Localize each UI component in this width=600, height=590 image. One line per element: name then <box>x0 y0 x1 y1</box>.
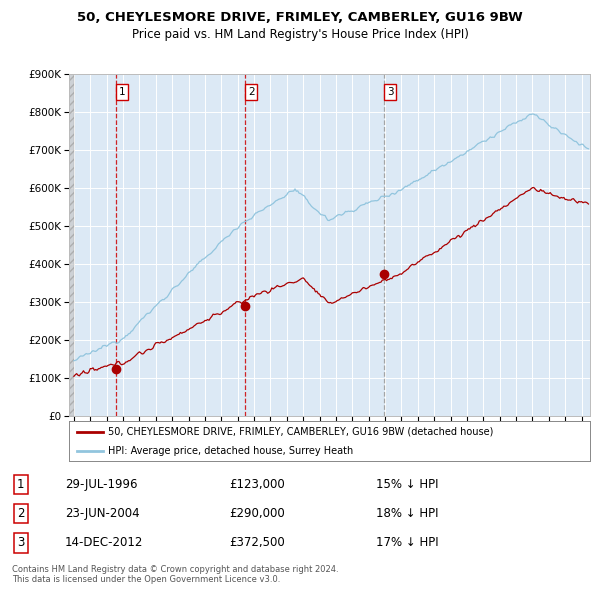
Text: HPI: Average price, detached house, Surrey Heath: HPI: Average price, detached house, Surr… <box>108 446 353 456</box>
Text: 14-DEC-2012: 14-DEC-2012 <box>65 536 143 549</box>
Text: 50, CHEYLESMORE DRIVE, FRIMLEY, CAMBERLEY, GU16 9BW (detached house): 50, CHEYLESMORE DRIVE, FRIMLEY, CAMBERLE… <box>108 427 493 437</box>
Text: 18% ↓ HPI: 18% ↓ HPI <box>376 507 439 520</box>
Text: 3: 3 <box>17 536 25 549</box>
Text: £372,500: £372,500 <box>229 536 285 549</box>
Text: £290,000: £290,000 <box>229 507 285 520</box>
Text: Price paid vs. HM Land Registry's House Price Index (HPI): Price paid vs. HM Land Registry's House … <box>131 28 469 41</box>
Text: 15% ↓ HPI: 15% ↓ HPI <box>376 478 439 491</box>
Text: 1: 1 <box>17 478 25 491</box>
Text: 2: 2 <box>17 507 25 520</box>
Text: 3: 3 <box>387 87 394 97</box>
Text: This data is licensed under the Open Government Licence v3.0.: This data is licensed under the Open Gov… <box>12 575 280 584</box>
Text: 50, CHEYLESMORE DRIVE, FRIMLEY, CAMBERLEY, GU16 9BW: 50, CHEYLESMORE DRIVE, FRIMLEY, CAMBERLE… <box>77 11 523 24</box>
Text: 23-JUN-2004: 23-JUN-2004 <box>65 507 139 520</box>
Text: 1: 1 <box>118 87 125 97</box>
Text: £123,000: £123,000 <box>229 478 285 491</box>
Text: 2: 2 <box>248 87 254 97</box>
Text: Contains HM Land Registry data © Crown copyright and database right 2024.: Contains HM Land Registry data © Crown c… <box>12 565 338 574</box>
Text: 17% ↓ HPI: 17% ↓ HPI <box>376 536 439 549</box>
Text: 29-JUL-1996: 29-JUL-1996 <box>65 478 137 491</box>
